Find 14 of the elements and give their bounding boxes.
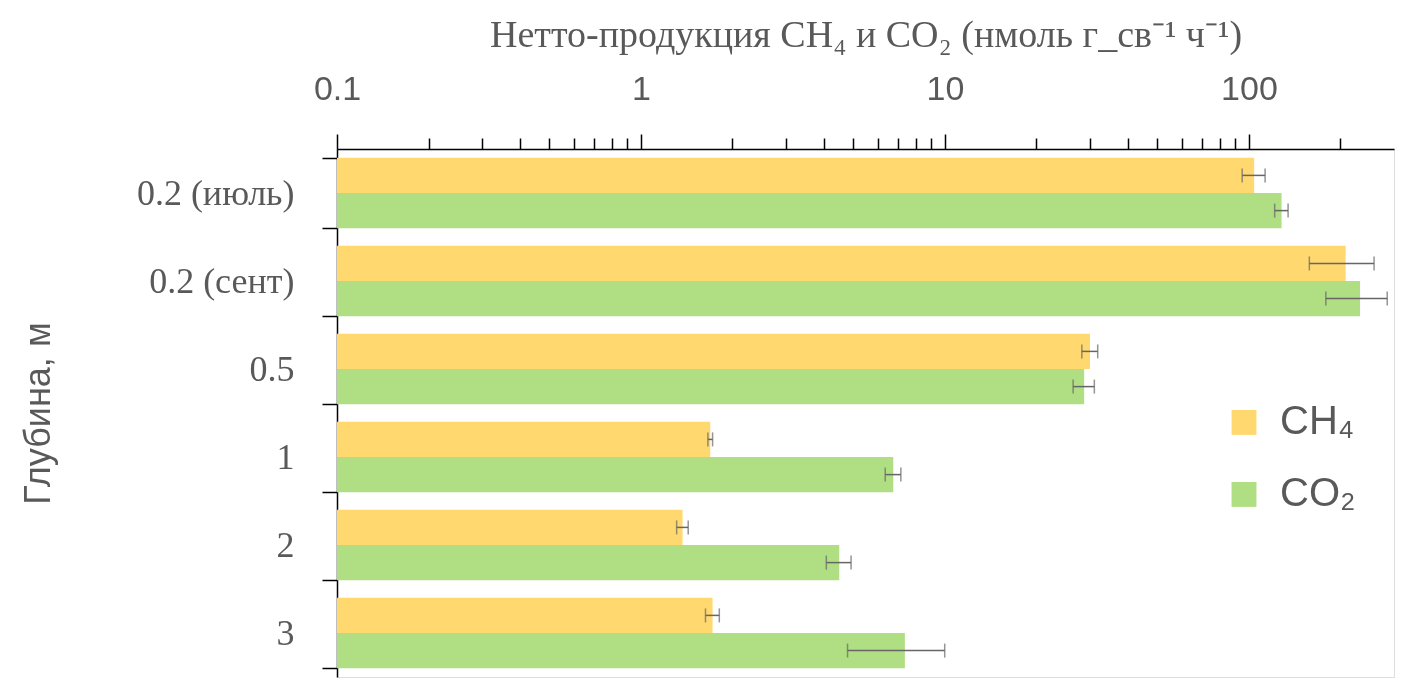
y-tick-label: 3 [276, 612, 295, 653]
y-axis-title: Глубина, м [16, 322, 58, 505]
x-tick-label: 0.1 [313, 68, 362, 107]
x-tick-label: 10 [926, 68, 965, 107]
x-tick-label: 100 [1221, 68, 1278, 107]
x-tick-label: 1 [632, 68, 651, 107]
x-axis-title: Нетто-продукция CH₄ и CO₂ (нмоль г_св⁻¹ ч⁻¹) [489, 12, 1243, 56]
y-tick-label: 0.2 (сент) [149, 260, 295, 301]
y-tick-label: 1 [276, 436, 295, 477]
y-tick-label: 2 [276, 524, 295, 565]
y-tick-label: 0.2 (июль) [136, 172, 295, 213]
legend-label: CH₄ [1280, 398, 1355, 443]
legend-label: CO₂ [1280, 470, 1356, 515]
y-tick-label: 0.5 [249, 348, 295, 389]
